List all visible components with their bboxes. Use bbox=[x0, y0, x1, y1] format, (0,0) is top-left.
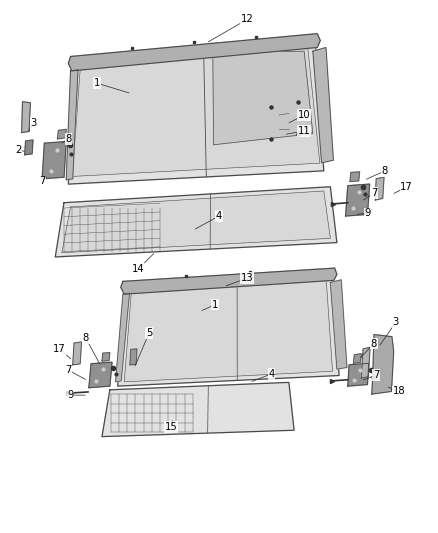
Polygon shape bbox=[102, 353, 110, 361]
Text: 1: 1 bbox=[212, 300, 218, 310]
Polygon shape bbox=[350, 172, 360, 181]
Polygon shape bbox=[118, 272, 339, 386]
Text: 1: 1 bbox=[94, 78, 100, 88]
Polygon shape bbox=[121, 268, 337, 294]
Text: 11: 11 bbox=[298, 126, 311, 136]
Text: 3: 3 bbox=[30, 118, 36, 128]
Polygon shape bbox=[66, 70, 78, 180]
Text: 8: 8 bbox=[65, 134, 71, 144]
Polygon shape bbox=[62, 191, 330, 253]
Text: 4: 4 bbox=[216, 211, 222, 221]
Text: 15: 15 bbox=[165, 422, 177, 432]
Polygon shape bbox=[57, 130, 66, 139]
Polygon shape bbox=[68, 38, 324, 184]
Polygon shape bbox=[72, 43, 320, 176]
Text: 18: 18 bbox=[392, 386, 405, 397]
Text: 8: 8 bbox=[371, 338, 377, 349]
Polygon shape bbox=[102, 382, 294, 437]
Polygon shape bbox=[124, 276, 332, 382]
Polygon shape bbox=[375, 177, 384, 200]
Text: 12: 12 bbox=[241, 14, 254, 25]
Text: 14: 14 bbox=[132, 264, 145, 274]
Text: 5: 5 bbox=[146, 328, 152, 338]
Polygon shape bbox=[130, 349, 137, 365]
Text: 7: 7 bbox=[373, 370, 379, 380]
Polygon shape bbox=[25, 140, 33, 155]
Text: 8: 8 bbox=[382, 166, 388, 176]
Polygon shape bbox=[313, 47, 333, 163]
Polygon shape bbox=[55, 187, 337, 257]
Text: 7: 7 bbox=[39, 176, 46, 187]
Polygon shape bbox=[372, 335, 394, 394]
Text: 8: 8 bbox=[83, 333, 89, 343]
Polygon shape bbox=[116, 293, 130, 382]
Text: 17: 17 bbox=[53, 344, 66, 354]
Polygon shape bbox=[42, 142, 66, 179]
Text: 2: 2 bbox=[15, 144, 21, 155]
Polygon shape bbox=[21, 102, 30, 133]
Polygon shape bbox=[348, 364, 369, 386]
Text: 3: 3 bbox=[393, 317, 399, 327]
Polygon shape bbox=[213, 51, 313, 145]
Text: 9: 9 bbox=[364, 208, 371, 219]
Polygon shape bbox=[353, 354, 361, 364]
Polygon shape bbox=[89, 362, 112, 387]
Text: 4: 4 bbox=[268, 369, 275, 379]
Text: 17: 17 bbox=[400, 182, 413, 192]
Text: 9: 9 bbox=[67, 390, 74, 400]
Polygon shape bbox=[361, 348, 370, 378]
Polygon shape bbox=[68, 34, 320, 71]
Polygon shape bbox=[346, 184, 370, 216]
Text: 13: 13 bbox=[241, 273, 254, 283]
Text: 7: 7 bbox=[65, 365, 71, 375]
Polygon shape bbox=[330, 280, 347, 369]
Polygon shape bbox=[73, 342, 81, 365]
Text: 7: 7 bbox=[371, 188, 377, 198]
Text: 10: 10 bbox=[298, 110, 311, 120]
